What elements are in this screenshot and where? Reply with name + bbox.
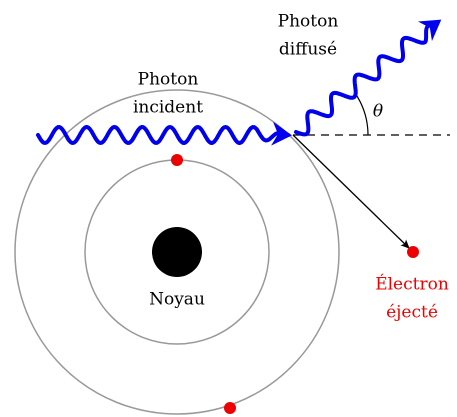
label: Photon <box>278 12 339 32</box>
incident-photon <box>36 121 292 146</box>
label: éjecté <box>386 303 438 323</box>
nucleus <box>152 227 202 277</box>
outer-orbit <box>14 89 340 415</box>
electron <box>224 402 236 414</box>
label: Photon <box>138 70 199 90</box>
label: incident <box>133 98 203 118</box>
label: Électron <box>375 274 449 295</box>
label: diffusé <box>279 40 337 60</box>
electron-path <box>292 134 410 249</box>
angle-label: θ <box>373 102 383 122</box>
scattered-photon <box>294 19 442 137</box>
ejected-electron <box>407 246 419 258</box>
electron <box>171 154 183 166</box>
angle-arc <box>354 92 369 136</box>
label: Noyau <box>149 290 205 310</box>
